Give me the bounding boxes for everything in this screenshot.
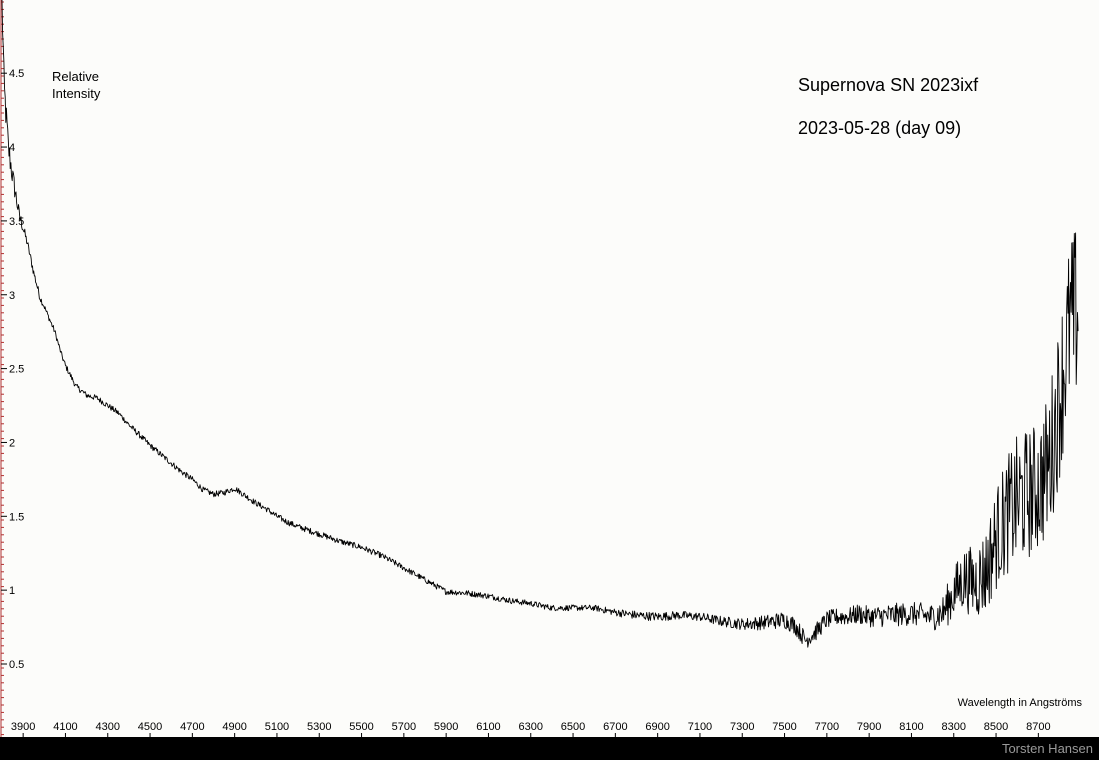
x-tick-label: 4300 [96, 721, 120, 733]
x-tick-label: 4900 [222, 721, 246, 733]
spectrum-line [1, 0, 1079, 648]
footer-bar: Torsten Hansen [0, 737, 1099, 760]
x-axis-label: Wavelength in Angströms [957, 697, 1082, 709]
y-tick-label: 2 [9, 437, 15, 449]
x-tick-label: 5500 [349, 721, 373, 733]
x-tick-label: 7300 [730, 721, 754, 733]
y-tick-label: 3 [9, 290, 15, 302]
x-tick-label: 3900 [11, 721, 35, 733]
x-tick-label: 8500 [984, 721, 1008, 733]
x-tick-label: 5100 [265, 721, 289, 733]
x-tick-label: 6700 [603, 721, 627, 733]
x-tick-label: 6500 [561, 721, 585, 733]
x-tick-label: 6100 [476, 721, 500, 733]
x-tick-label: 8100 [899, 721, 923, 733]
x-tick-label: 6900 [645, 721, 669, 733]
x-tick-label: 7900 [857, 721, 881, 733]
chart-title: Supernova SN 2023ixf [798, 75, 979, 95]
x-tick-label: 7500 [772, 721, 796, 733]
y-tick-label: 1 [9, 585, 15, 597]
x-ticks: 3900 4100 4300 4500 4700 4900 5100 5300 5500 5700… [11, 721, 1051, 737]
x-tick-label: 5300 [307, 721, 331, 733]
x-tick-label: 8700 [1026, 721, 1050, 733]
x-tick-label: 4700 [180, 721, 204, 733]
credit-text: Torsten Hansen [1001, 741, 1093, 756]
x-tick-label: 5900 [434, 721, 458, 733]
y-tick-label: 1.5 [9, 511, 24, 523]
series-group [1, 0, 1079, 648]
chart-subtitle: 2023-05-28 (day 09) [798, 118, 962, 138]
y-tick-label: 4.5 [9, 68, 24, 80]
x-tick-label: 4500 [138, 721, 162, 733]
y-tick-label: 0.5 [9, 659, 24, 671]
x-tick-label: 7100 [688, 721, 712, 733]
x-tick-label: 5700 [392, 721, 416, 733]
x-tick-label: 7700 [815, 721, 839, 733]
y-ticks: 0.511.522.533.544.5 [1, 68, 24, 671]
spectrum-chart: 0.511.522.533.544.5 3900 4100 4300 4500 4700… [0, 0, 1079, 737]
y-tick-label: 4 [9, 142, 15, 154]
x-tick-label: 8300 [942, 721, 966, 733]
x-tick-label: 4100 [53, 721, 77, 733]
x-tick-label: 6300 [519, 721, 543, 733]
y-axis-label: Relative Intensity [52, 69, 101, 101]
y-tick-label: 2.5 [9, 364, 24, 376]
